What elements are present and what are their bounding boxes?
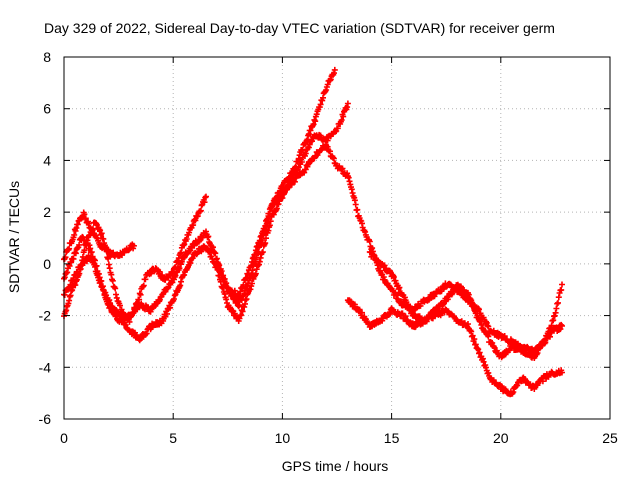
data-markers-track-6 xyxy=(344,297,565,398)
y-tick-label: -2 xyxy=(39,308,52,324)
x-tick-label: 25 xyxy=(602,430,618,446)
series-track-6 xyxy=(344,297,565,398)
x-tick-label: 5 xyxy=(169,430,177,446)
chart-title: Day 329 of 2022, Sidereal Day-to-day VTE… xyxy=(44,20,555,36)
grid xyxy=(64,57,610,419)
y-tick-label: 8 xyxy=(43,49,51,65)
data-markers-track-1 xyxy=(61,209,137,263)
y-tick-label: 6 xyxy=(43,101,51,117)
y-tick-label: -6 xyxy=(39,411,52,427)
y-tick-label: 4 xyxy=(43,152,51,168)
data-markers-track-7 xyxy=(366,248,565,361)
x-tick-label: 0 xyxy=(60,430,68,446)
x-tick-label: 15 xyxy=(384,430,400,446)
series-track-1 xyxy=(61,209,137,263)
x-tick-label: 10 xyxy=(275,430,291,446)
axis-ticks: 0 5 10 15 20 25 -6 -4 -2 0 2 4 6 8 xyxy=(39,49,618,446)
y-tick-label: -4 xyxy=(39,359,52,375)
series-track-7 xyxy=(366,248,565,361)
series-track-5 xyxy=(213,142,565,357)
x-tick-label: 20 xyxy=(493,430,509,446)
y-tick-label: 2 xyxy=(43,204,51,220)
y-tick-label: 0 xyxy=(43,256,51,272)
x-axis-label: GPS time / hours xyxy=(282,458,389,474)
plot-frame xyxy=(63,56,611,420)
data-markers-track-5 xyxy=(213,142,565,357)
data-points xyxy=(61,66,565,398)
y-axis-label: SDTVAR / TECUs xyxy=(6,181,22,293)
